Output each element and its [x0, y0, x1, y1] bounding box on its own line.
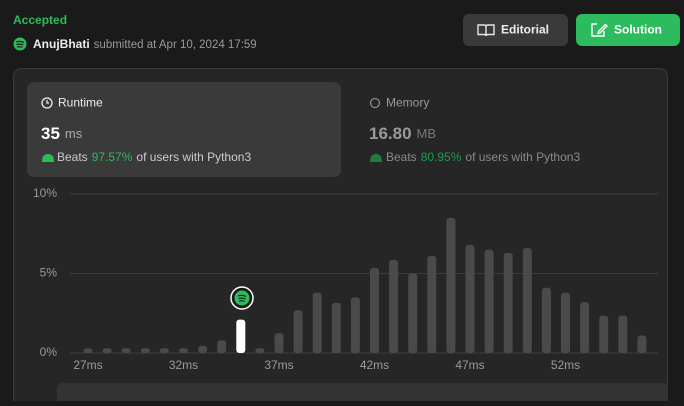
avatar-glyph — [15, 40, 25, 48]
bar — [618, 315, 628, 353]
x-tick-label: 52ms — [551, 358, 580, 372]
beats-suffix: of users with Python3 — [136, 150, 251, 164]
beats-icon — [370, 154, 382, 162]
runtime-beats-line: Beats 97.57% of users with Python3 — [57, 150, 251, 164]
bar — [370, 267, 379, 353]
memory-label[interactable]: Memory — [386, 96, 429, 110]
bar — [274, 333, 284, 353]
status: Accepted — [13, 13, 67, 27]
bar — [217, 340, 227, 353]
memory-beats-line: Beats 80.95% of users with Python3 — [386, 150, 580, 164]
user[interactable]: AnujBhati — [33, 37, 90, 51]
button-label[interactable]: Editorial — [501, 23, 549, 37]
clock-icon — [41, 97, 53, 109]
y-tick-label: 10% — [33, 186, 57, 200]
runtime-value-line: 35 ms — [41, 124, 83, 143]
y-tick-label: 5% — [40, 266, 58, 280]
x-tick-label: 27ms — [73, 358, 102, 372]
bar — [580, 302, 590, 353]
bar — [102, 348, 112, 353]
bar — [236, 319, 246, 353]
bar — [312, 292, 322, 353]
bar — [121, 348, 131, 353]
button-bg — [463, 14, 568, 46]
bar — [503, 252, 513, 353]
bar — [198, 345, 208, 353]
button-bg — [576, 14, 680, 46]
bar — [331, 302, 341, 353]
editorial-button[interactable]: Editorial — [463, 14, 568, 46]
clock-hand — [46, 100, 49, 104]
beats: Beats — [57, 150, 88, 164]
bar — [293, 310, 303, 353]
memory-icon — [369, 97, 381, 109]
memory-value-line: 16.80 MB — [369, 124, 436, 143]
runtime-unit: ms — [65, 126, 83, 141]
beats-suffix: of users with Python3 — [465, 150, 580, 164]
memory-unit: MB — [417, 126, 437, 141]
runtime-label: Runtime — [58, 96, 103, 110]
bar — [541, 287, 551, 353]
edit-icon — [591, 23, 608, 37]
bar — [446, 217, 456, 353]
x-tick-label: 47ms — [455, 358, 484, 372]
y-tick-label: 0% — [40, 345, 58, 359]
bar — [255, 348, 265, 353]
bar — [637, 335, 647, 353]
bar — [83, 348, 93, 353]
bar — [427, 256, 437, 353]
book-icon — [477, 24, 495, 37]
user-marker-glyph — [237, 294, 247, 302]
bar — [159, 348, 169, 353]
button-label[interactable]: Solution — [614, 23, 662, 37]
bar — [179, 348, 188, 353]
submitted: submitted at Apr 10, 2024 17:59 — [94, 39, 257, 51]
beats-percent: 97.57% — [92, 150, 133, 164]
submission-line: AnujBhati submitted at Apr 10, 2024 17:59 — [33, 37, 257, 51]
range-slider[interactable] — [57, 383, 668, 406]
beats-percent: 80.95% — [421, 150, 462, 164]
bar — [408, 273, 418, 353]
x-tick-label: 37ms — [264, 358, 293, 372]
bar — [561, 292, 570, 353]
x-tick-label: 42ms — [360, 358, 389, 372]
beats-icon — [42, 154, 54, 162]
runtime-chart: 0% 5% 10% 27ms 32ms 37ms 42ms 47ms 52ms — [33, 186, 658, 372]
bar — [389, 259, 399, 353]
runtime-card[interactable] — [27, 82, 341, 177]
solution-button[interactable]: Solution — [576, 14, 680, 46]
bar — [140, 348, 150, 353]
bar — [350, 297, 360, 353]
bar — [599, 315, 609, 353]
bar — [465, 244, 475, 353]
bar — [522, 248, 532, 353]
runtime-value: 35 — [41, 124, 60, 143]
bar — [484, 249, 494, 353]
memory-value: 16.80 — [369, 124, 412, 143]
x-tick-label: 32ms — [169, 358, 198, 372]
beats: Beats — [386, 150, 417, 164]
